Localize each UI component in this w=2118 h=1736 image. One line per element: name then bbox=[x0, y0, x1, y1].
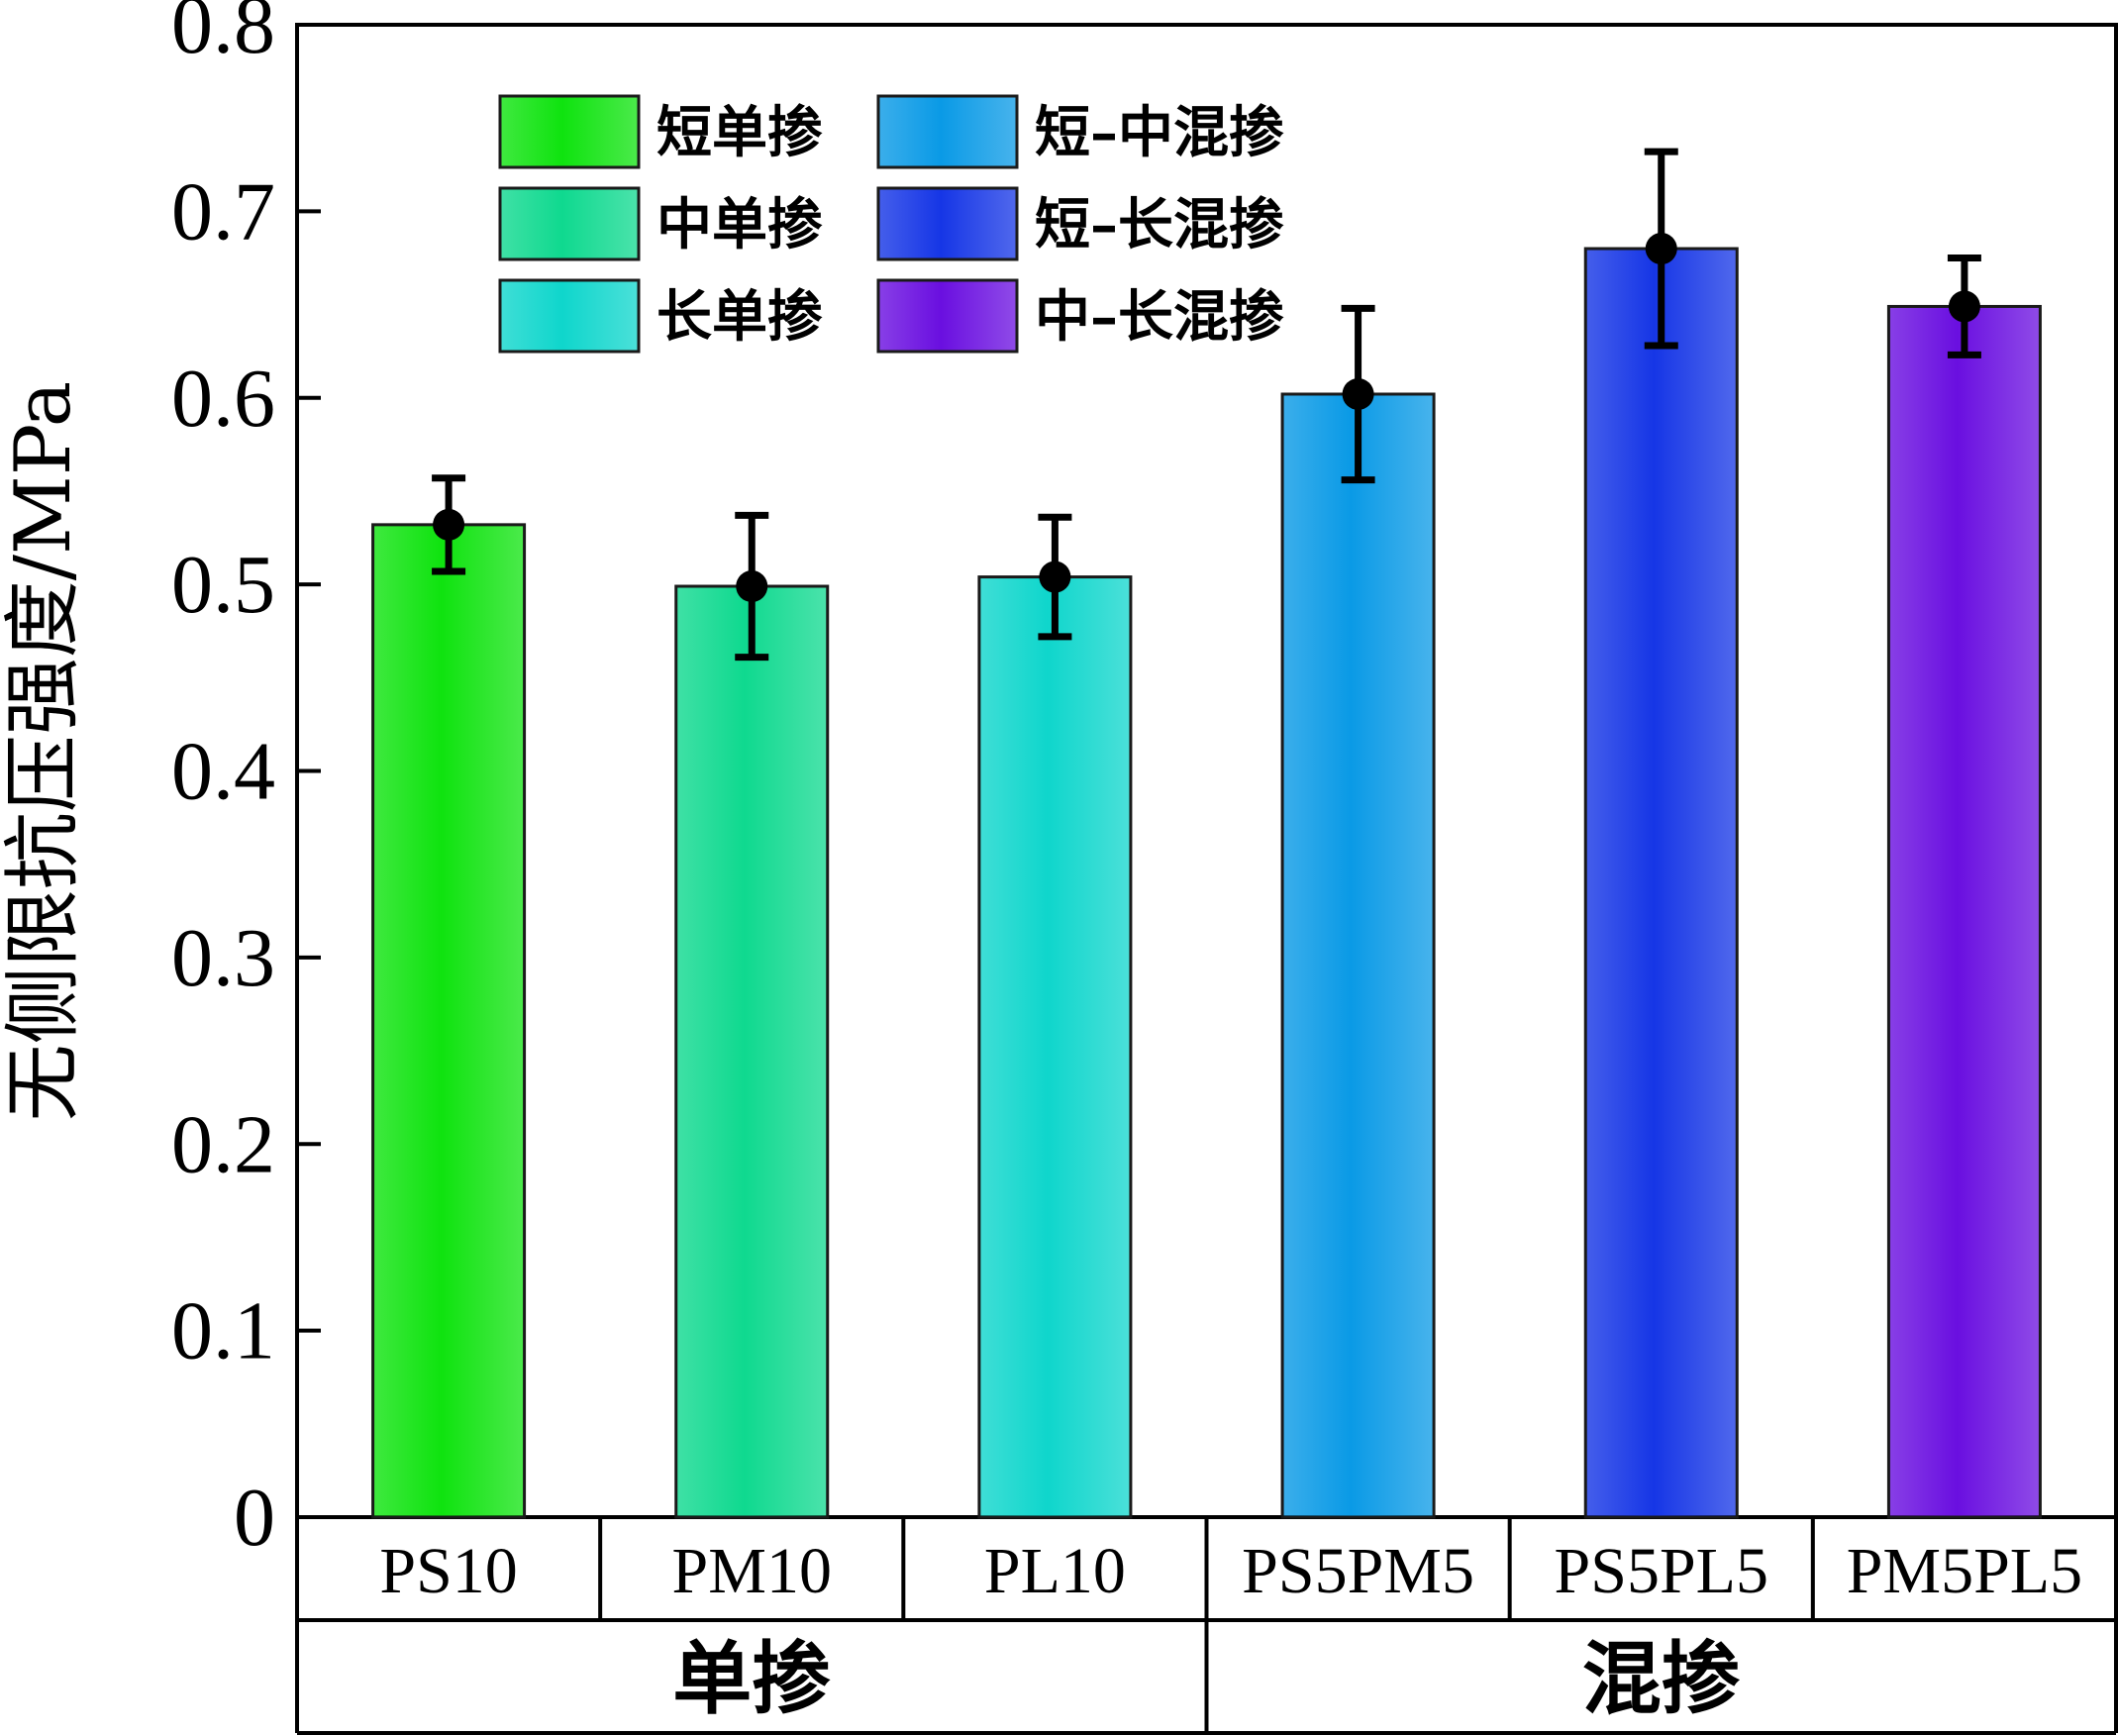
x-tick-label: PM10 bbox=[672, 1535, 832, 1607]
legend-swatch bbox=[498, 94, 641, 169]
error-bars bbox=[432, 148, 1981, 662]
legend-swatch bbox=[876, 186, 1019, 261]
legend-item: 短–中混掺 bbox=[876, 94, 1284, 169]
x-tick-label: PL10 bbox=[984, 1535, 1126, 1607]
bar-PS5PM5 bbox=[1280, 392, 1436, 1519]
y-tick-label: 0 bbox=[234, 1472, 275, 1564]
group-label: 混掺 bbox=[1582, 1632, 1741, 1725]
y-tick-label: 0.8 bbox=[171, 0, 275, 71]
legend-label: 长单掺 bbox=[656, 284, 823, 350]
y-tick-label: 0.1 bbox=[171, 1285, 275, 1378]
legend-label: 中–长混掺 bbox=[1035, 284, 1284, 350]
legend-swatch bbox=[876, 278, 1019, 354]
bar-PS10 bbox=[371, 523, 527, 1519]
y-tick-label: 0.7 bbox=[171, 165, 275, 257]
legend-item: 短–长混掺 bbox=[876, 186, 1284, 261]
legend-swatch bbox=[876, 94, 1019, 169]
mean-point bbox=[1039, 561, 1071, 593]
x-tick-label: PS10 bbox=[379, 1535, 517, 1607]
bar-PM5PL5 bbox=[1886, 304, 2042, 1519]
y-tick-label: 0.4 bbox=[171, 726, 275, 818]
legend-swatch bbox=[498, 186, 641, 261]
mean-point bbox=[1645, 233, 1677, 265]
legend-label: 短–中混掺 bbox=[1035, 100, 1284, 165]
mean-point bbox=[736, 570, 768, 603]
legend-label: 短–长混掺 bbox=[1035, 192, 1284, 257]
mean-point bbox=[1342, 377, 1374, 410]
group-label: 单掺 bbox=[672, 1632, 831, 1725]
y-axis-title: 无侧限抗压强度/MPa bbox=[0, 381, 88, 1122]
legend-item: 中单掺 bbox=[498, 186, 823, 261]
legend-item: 长单掺 bbox=[498, 278, 823, 354]
bars bbox=[371, 247, 2042, 1519]
x-tick-label: PS5PM5 bbox=[1242, 1535, 1474, 1607]
y-tick-label: 0.5 bbox=[171, 539, 275, 631]
bar-PL10 bbox=[977, 575, 1133, 1519]
category-table: PS10 PM10 PL10 PS5PM5 PS5PL5 PM5PL5 单掺 混掺 bbox=[295, 1517, 2118, 1735]
legend-item: 短单掺 bbox=[498, 94, 823, 169]
bar-PM10 bbox=[674, 584, 830, 1519]
legend-label: 短单掺 bbox=[656, 100, 823, 165]
x-tick-label: PM5PL5 bbox=[1847, 1535, 2082, 1607]
bar-PS5PL5 bbox=[1583, 247, 1739, 1519]
y-axis: 0 0.1 0.2 0.3 0.4 0.5 0.6 0.7 0.8 bbox=[171, 0, 321, 1564]
y-tick-label: 0.2 bbox=[171, 1098, 275, 1190]
legend-label: 中单掺 bbox=[656, 192, 823, 257]
y-tick-label: 0.6 bbox=[171, 353, 275, 445]
mean-point bbox=[1948, 290, 1980, 323]
y-tick-label: 0.3 bbox=[171, 912, 275, 1004]
legend-item: 中–长混掺 bbox=[876, 278, 1284, 354]
legend-swatch bbox=[498, 278, 641, 354]
mean-point bbox=[433, 508, 465, 541]
x-tick-label: PS5PL5 bbox=[1555, 1535, 1768, 1607]
